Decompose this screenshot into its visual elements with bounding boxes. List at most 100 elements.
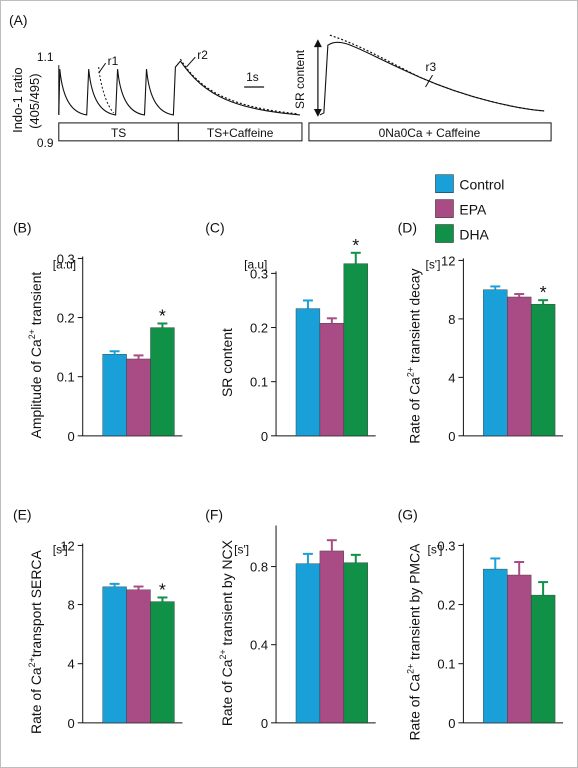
trace-ytick-bottom: 0.9 [37,136,54,150]
protocol-label-ts: TS [111,126,126,140]
panel-label-d: (D) [398,220,417,236]
bar-b-control [102,354,127,437]
y-axis-label-g: Rate of Ca2+ transient by PMCA [406,543,423,741]
significance-marker-e: * [159,579,166,599]
legend-swatch-control [435,174,454,193]
legend-label-epa: EPA [459,202,487,218]
unit-label-d: [s'] [426,257,441,271]
rate-label-r2: r2 [197,48,208,62]
protocol-label-ts-caffeine: TS+Caffeine [207,126,274,140]
bar-f-control [295,563,321,724]
fit-curve-r2 [179,58,299,115]
rate-arrow-r3 [425,74,433,88]
legend-label-dha: DHA [459,227,489,243]
bar-c-epa [319,322,345,437]
y-tick-label-f-2: 0.8 [250,560,268,575]
y-tick-label-d-0: 0 [448,429,455,444]
y-tick-label-b-3: 0.3 [57,251,75,266]
legend: Control EPA DHA [435,174,504,243]
trace-ylabel-line2: (405/495) [27,73,42,128]
bar-f-dha [343,562,368,724]
y-axis-label-f: Rate of Ca2+ transient by NCX [218,540,235,726]
bar-c-control [295,308,321,437]
significance-marker-d: * [540,282,547,302]
unit-label-b: [a.u] [53,257,76,271]
y-axis-label-c: SR content [219,328,235,397]
sr-arrow-head-up [313,39,322,48]
bar-g-dha [530,594,556,724]
trace-panel: (A) Indo-1 ratio (405/495) 1.1 0.9 r1 r2… [9,12,552,150]
y-tick-label-f-0: 0 [261,716,268,731]
calcium-trace-caffeine [179,60,301,116]
rate-arrow-r1 [98,62,107,74]
calcium-trace-ts [58,60,181,116]
y-tick-label-f-1: 0.4 [250,638,268,653]
y-axis-label-b: Amplitude of Ca2+ transient [27,272,44,439]
y-tick-label-g-3: 0.3 [437,538,455,553]
y-tick-label-g-1: 0.1 [437,657,455,672]
legend-swatch-dha [435,224,454,243]
y-axis-label-d: Rate of Ca2+ transient decay [406,268,423,443]
bar-panel-g: (G) [s'] Rate of Ca2+ transient by PMCA 0 0.… [398,507,564,741]
bar-f-epa [319,550,345,724]
bar-panel-c: (C) [a.u] SR content 0 0.1 0.2 0.3 * [205,220,376,444]
unit-label-c: [a.u] [244,257,267,271]
sr-arrow-head-down [313,108,322,117]
bar-e-epa [126,589,151,724]
y-tick-label-d-2: 8 [448,312,455,327]
trace-ylabel-line1: Indo-1 ratio [10,67,25,132]
unit-label-e: [s'] [53,542,68,556]
y-tick-label-e-0: 0 [68,716,75,731]
y-tick-label-c-3: 0.3 [250,266,268,281]
significance-marker-c: * [352,235,359,255]
y-axis-label-e: Rate of Ca2+transport SERCA [27,550,44,734]
y-tick-label-b-2: 0.2 [57,311,75,326]
bar-e-control [102,586,127,724]
y-tick-label-b-0: 0 [68,429,75,444]
y-tick-label-c-0: 0 [261,429,268,444]
sr-content-label: SR content [293,49,307,109]
trace-ytick-top: 1.1 [37,50,54,64]
protocol-label-0na0ca: 0Na0Ca + Caffeine [379,126,481,140]
bar-panel-f: (F) [s']Rate of Ca2+ transient by NCX 0 0.4… [205,507,376,731]
fit-curve-r3 [329,34,545,112]
bar-c-dha [343,263,368,437]
bar-panel-d: (D) [s']Rate of Ca2+ transient decay 0 4 8 12… [398,220,564,444]
y-tick-label-b-1: 0.1 [57,370,75,385]
rate-label-r3: r3 [426,60,437,74]
protocol-bar-ts-caffeine [177,122,303,142]
bar-g-epa [507,574,532,724]
scale-bar-label: 1s [246,70,259,84]
y-tick-label-e-1: 4 [68,657,75,672]
rate-arrow-r2 [185,56,196,68]
bar-b-dha [150,327,175,437]
unit-label-g: [s'] [428,542,443,556]
panel-label-g: (G) [398,507,418,523]
legend-swatch-epa [435,199,454,218]
protocol-bar-0na0ca [308,122,552,142]
bar-panels: (B) [a.u] Amplitude of Ca2+ transient 0 0.1 0… [13,220,564,741]
unit-label-f: [s'] [234,542,249,556]
legend-label-control: Control [459,177,504,193]
bar-panel-e: (E) [s'] Rate of Ca2+transport SERCA 0 4 8 12 * [13,507,183,734]
y-tick-label-e-3: 12 [60,538,74,553]
y-tick-label-d-1: 4 [448,370,455,385]
panel-label-e: (E) [13,507,32,523]
panel-label-f: (F) [205,507,223,523]
y-tick-label-d-3: 12 [441,253,455,268]
bar-d-dha [530,304,556,437]
bar-b-epa [126,358,151,437]
panel-label-a: (A) [9,12,28,28]
panel-label-b: (B) [13,220,32,236]
y-tick-label-e-2: 8 [68,598,75,613]
y-tick-label-g-0: 0 [448,716,455,731]
calcium-trace-0na0ca [319,41,545,116]
significance-marker-b: * [159,305,166,325]
y-tick-label-c-1: 0.1 [250,375,268,390]
y-tick-label-c-2: 0.2 [250,321,268,336]
y-tick-label-g-2: 0.2 [437,598,455,613]
rate-label-r1: r1 [108,54,119,68]
panel-label-c: (C) [205,220,224,236]
bar-panel-b: (B) [a.u] Amplitude of Ca2+ transient 0 0.1 0… [13,220,183,444]
